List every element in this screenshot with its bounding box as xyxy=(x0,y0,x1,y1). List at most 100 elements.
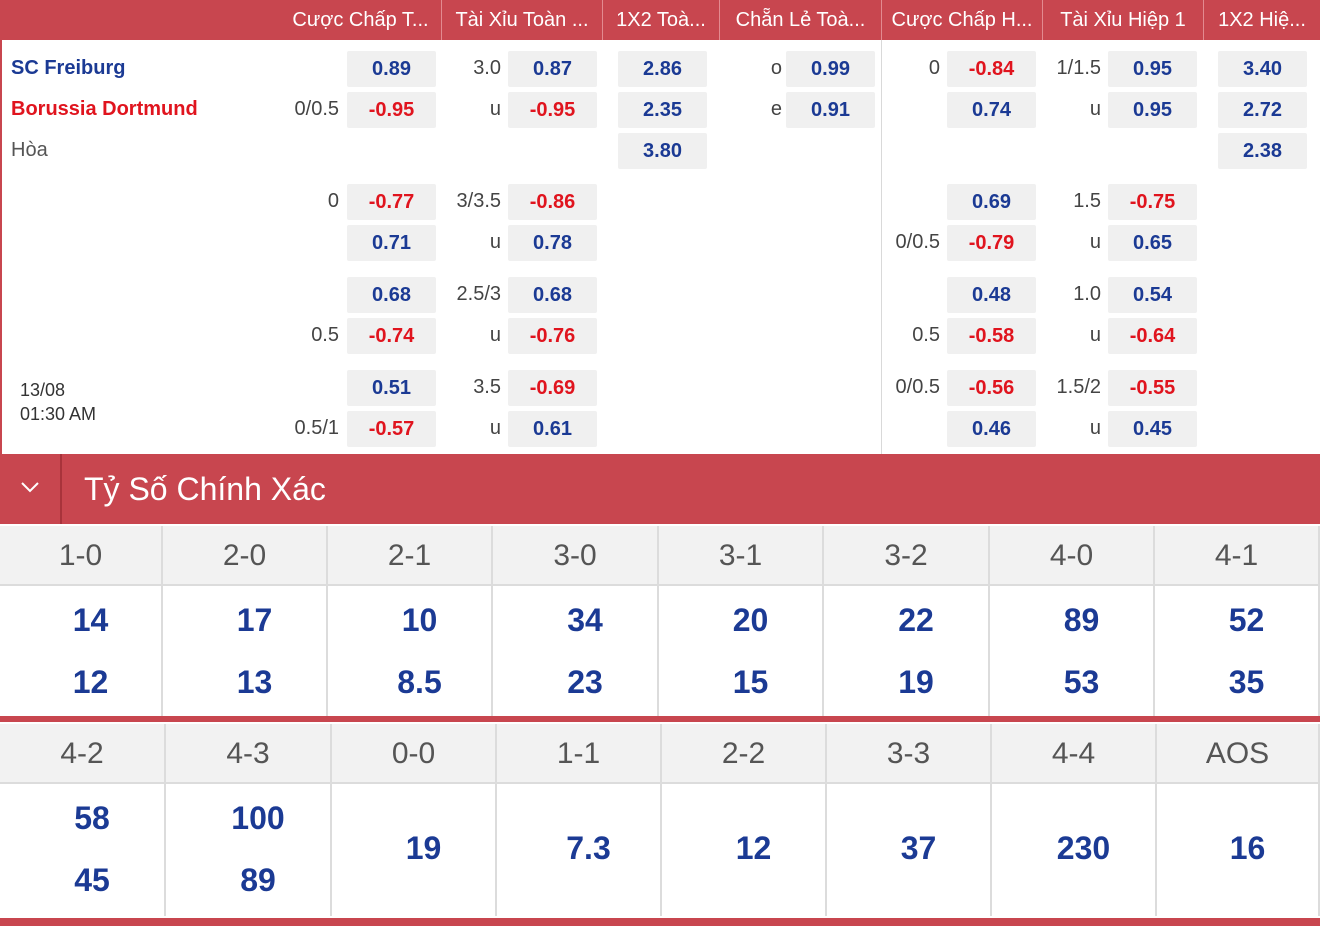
cs-row1-cell-2-1[interactable]: 10 8.5 xyxy=(328,586,493,718)
ft-handicap-line-2: 0/0.5 xyxy=(294,98,339,120)
score-odds-away-3-0[interactable]: 23 xyxy=(567,664,603,700)
ft-1x2-draw[interactable]: 3.80 xyxy=(618,133,707,169)
score-odds-0-0[interactable]: 19 xyxy=(405,830,442,866)
score-odds-home-4-3[interactable]: 100 xyxy=(231,800,285,836)
column-header-2[interactable]: Tài Xỉu Toàn ... xyxy=(441,0,602,40)
ft-handicap-alt-3-odd-1[interactable]: 0.51 xyxy=(347,370,436,406)
cs-row2-cell-4-4[interactable]: 230 xyxy=(992,784,1157,916)
h1-1x2-away[interactable]: 2.72 xyxy=(1218,92,1307,128)
score-odds-away-2-0[interactable]: 13 xyxy=(236,664,273,700)
cs-row2-cell-2-2[interactable]: 12 xyxy=(662,784,827,916)
cs-row1-cell-4-0[interactable]: 89 53 xyxy=(990,586,1155,718)
ft-over-under-alt-2-odd-2[interactable]: -0.76 xyxy=(508,318,597,354)
row-divider-1 xyxy=(0,716,1320,722)
collapse-toggle[interactable] xyxy=(0,454,62,524)
score-odds-home-1-0[interactable]: 14 xyxy=(72,602,109,638)
score-odds-AOS[interactable]: 16 xyxy=(1229,830,1266,866)
score-odds-away-3-2[interactable]: 19 xyxy=(898,664,934,700)
cs-row1-cell-3-0[interactable]: 34 23 xyxy=(493,586,659,718)
column-header-5[interactable]: Cược Chấp H... xyxy=(881,0,1042,40)
column-header-1[interactable]: Cược Chấp T... xyxy=(292,9,429,31)
h1-handicap-odd-1[interactable]: -0.84 xyxy=(947,51,1036,87)
score-odds-1-1[interactable]: 7.3 xyxy=(566,830,611,866)
score-odds-3-3[interactable]: 37 xyxy=(900,830,937,866)
h1-over-under-odd-1[interactable]: 0.95 xyxy=(1108,51,1197,87)
ft-handicap-alt-1-odd-2[interactable]: 0.71 xyxy=(347,225,436,261)
h1-handicap-alt-3-odd-1[interactable]: -0.56 xyxy=(947,370,1036,406)
h1-over-under-alt-3-odd-1[interactable]: -0.55 xyxy=(1108,370,1197,406)
ft-over-under-alt-2-odd-1[interactable]: 0.68 xyxy=(508,277,597,313)
h1-handicap-alt-1-odd-2[interactable]: -0.79 xyxy=(947,225,1036,261)
cs-row2-cell-0-0[interactable]: 19 xyxy=(332,784,497,916)
h1-over-under-alt-2-odd-2[interactable]: -0.64 xyxy=(1108,318,1197,354)
h1-over-under-alt-3-odd-2[interactable]: 0.45 xyxy=(1108,411,1197,447)
ft-handicap-alt-3-line-2: 0.5/1 xyxy=(294,417,339,439)
ft-handicap-odd-2[interactable]: -0.95 xyxy=(347,92,436,128)
ft-odd-even-odd-2[interactable]: 0.91 xyxy=(786,92,875,128)
home-team-name[interactable]: SC Freiburg xyxy=(11,57,126,79)
cs-row2-cell-3-3[interactable]: 37 xyxy=(827,784,992,916)
away-team-name[interactable]: Borussia Dortmund xyxy=(11,98,198,120)
cs-row1-cell-2-0[interactable]: 17 13 xyxy=(163,586,328,718)
score-odds-2-2[interactable]: 12 xyxy=(735,830,772,866)
h1-over-under-alt-3-line-1: 1.5/2 xyxy=(1056,376,1101,398)
half-separator xyxy=(881,40,882,454)
ft-handicap-alt-2-odd-2[interactable]: -0.74 xyxy=(347,318,436,354)
h1-1x2-draw[interactable]: 2.38 xyxy=(1218,133,1307,169)
h1-1x2-home[interactable]: 3.40 xyxy=(1218,51,1307,87)
cs-row2-cell-4-2[interactable]: 58 45 xyxy=(0,784,166,916)
h1-handicap-alt-1-odd-1[interactable]: 0.69 xyxy=(947,184,1036,220)
score-odds-4-4[interactable]: 230 xyxy=(1056,830,1111,866)
column-header-7[interactable]: 1X2 Hiệ... xyxy=(1203,0,1320,40)
score-odds-away-4-3[interactable]: 89 xyxy=(240,862,276,898)
ft-over-under-odd-2[interactable]: -0.95 xyxy=(508,92,597,128)
score-odds-home-2-0[interactable]: 17 xyxy=(236,602,273,638)
ft-over-under-alt-1-odd-1[interactable]: -0.86 xyxy=(508,184,597,220)
score-odds-home-4-1[interactable]: 52 xyxy=(1228,602,1265,638)
score-odds-away-4-2[interactable]: 45 xyxy=(74,862,110,898)
score-odds-home-4-2[interactable]: 58 xyxy=(74,800,110,836)
score-odds-home-3-2[interactable]: 22 xyxy=(898,602,934,638)
h1-over-under-alt-2-odd-1[interactable]: 0.54 xyxy=(1108,277,1197,313)
column-header-6[interactable]: Tài Xỉu Hiệp 1 xyxy=(1042,0,1203,40)
score-odds-away-2-1[interactable]: 8.5 xyxy=(397,664,442,700)
score-odds-away-4-0[interactable]: 53 xyxy=(1063,664,1100,700)
column-header-4[interactable]: Chẵn Lẻ Toà... xyxy=(719,0,881,40)
correct-score-section-header[interactable]: Tỷ Số Chính Xác xyxy=(0,454,1320,524)
ft-odd-even-odd-1[interactable]: 0.99 xyxy=(786,51,875,87)
ft-handicap-odd-1[interactable]: 0.89 xyxy=(347,51,436,87)
score-odds-home-4-0[interactable]: 89 xyxy=(1063,602,1100,638)
ft-handicap-alt-1-odd-1[interactable]: -0.77 xyxy=(347,184,436,220)
cs-row1-cell-3-1[interactable]: 20 15 xyxy=(659,586,824,718)
h1-over-under-odd-2[interactable]: 0.95 xyxy=(1108,92,1197,128)
cs-row1-cell-3-2[interactable]: 22 19 xyxy=(824,586,990,718)
h1-handicap-alt-2-odd-1[interactable]: 0.48 xyxy=(947,277,1036,313)
ft-over-under-alt-3-line-2: u xyxy=(489,417,501,439)
ft-over-under-alt-3-odd-1[interactable]: -0.69 xyxy=(508,370,597,406)
ft-handicap-alt-1-line-1: 0 xyxy=(327,190,339,212)
ft-1x2-home[interactable]: 2.86 xyxy=(618,51,707,87)
h1-over-under-alt-1-odd-2[interactable]: 0.65 xyxy=(1108,225,1197,261)
ft-handicap-alt-2-odd-1[interactable]: 0.68 xyxy=(347,277,436,313)
column-header-3[interactable]: 1X2 Toà... xyxy=(602,0,719,40)
cs-row2-cell-1-1[interactable]: 7.3 xyxy=(497,784,662,916)
cs-row1-cell-1-0[interactable]: 14 12 xyxy=(0,586,163,718)
score-odds-away-4-1[interactable]: 35 xyxy=(1228,664,1265,700)
ft-1x2-away[interactable]: 2.35 xyxy=(618,92,707,128)
cs-row1-cell-4-1[interactable]: 52 35 xyxy=(1155,586,1320,718)
ft-over-under-alt-1-odd-2[interactable]: 0.78 xyxy=(508,225,597,261)
cs-row2-cell-AOS[interactable]: 16 xyxy=(1157,784,1320,916)
h1-handicap-alt-3-odd-2[interactable]: 0.46 xyxy=(947,411,1036,447)
score-odds-home-3-1[interactable]: 20 xyxy=(732,602,769,638)
h1-handicap-odd-2[interactable]: 0.74 xyxy=(947,92,1036,128)
score-odds-away-1-0[interactable]: 12 xyxy=(72,664,109,700)
h1-over-under-alt-1-odd-1[interactable]: -0.75 xyxy=(1108,184,1197,220)
score-odds-home-2-1[interactable]: 10 xyxy=(401,602,438,638)
ft-handicap-alt-3-odd-2[interactable]: -0.57 xyxy=(347,411,436,447)
cs-row2-cell-4-3[interactable]: 100 89 xyxy=(166,784,332,916)
h1-handicap-alt-2-odd-2[interactable]: -0.58 xyxy=(947,318,1036,354)
score-odds-home-3-0[interactable]: 34 xyxy=(567,602,603,638)
ft-over-under-odd-1[interactable]: 0.87 xyxy=(508,51,597,87)
ft-over-under-alt-3-odd-2[interactable]: 0.61 xyxy=(508,411,597,447)
score-odds-away-3-1[interactable]: 15 xyxy=(732,664,769,700)
